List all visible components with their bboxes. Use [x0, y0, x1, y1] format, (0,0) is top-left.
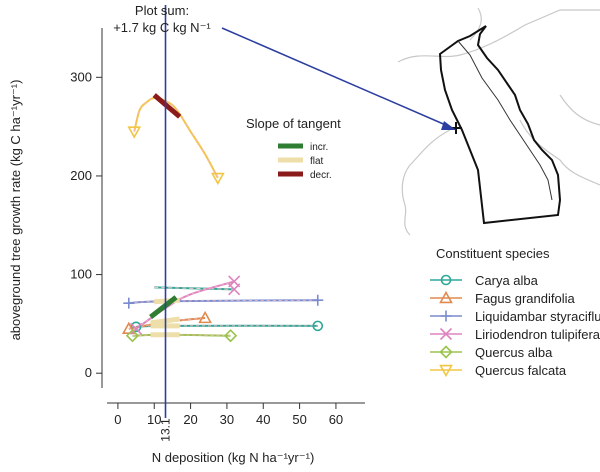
legend-marker-quercus-alba	[439, 345, 453, 359]
marker-start-liquidambar-styraciflua	[123, 297, 135, 309]
legend-marker-liriodendron-tulipifera	[439, 327, 453, 341]
y-axis-label: aboveground tree growth rate (kg C ha⁻¹y…	[8, 80, 23, 341]
curve-dash-quercus-alba	[132, 334, 231, 337]
slope-legend-title: Slope of tangent	[246, 116, 341, 131]
x-tick-label: 60	[329, 412, 343, 427]
map-coast-background	[397, 7, 600, 236]
marker-end-carya-alba	[312, 320, 324, 332]
y-tick-label: 200	[70, 168, 92, 183]
x-tick-label: 20	[183, 412, 197, 427]
legend-marker-carya-alba	[440, 274, 452, 286]
n-deposition-marker-label: 13.1	[159, 418, 173, 442]
marker-start-quercus-falcata	[127, 126, 142, 139]
species-legend-title: Constituent species	[436, 246, 550, 261]
x-tick-label: 0	[114, 412, 121, 427]
plot-sum-annotation-line2: +1.7 kg C kg N⁻¹	[113, 20, 211, 35]
x-tick-label: 50	[292, 412, 306, 427]
marker-end-quercus-alba	[223, 329, 238, 343]
legend-label-carya-alba: Carya alba	[475, 273, 539, 288]
tangent-quercus-falcata	[152, 93, 182, 119]
legend-label-liquidambar-styraciflua: Liquidambar styraciflua	[475, 309, 600, 324]
legend-marker-fagus-grandifolia	[439, 290, 453, 304]
y-tick-label: 0	[85, 365, 92, 380]
tangent-liriodendron-tulipifera	[149, 295, 178, 319]
legend-marker-quercus-falcata	[439, 364, 453, 378]
y-tick-label: 100	[70, 267, 92, 282]
slope-legend-label: decr.	[310, 170, 332, 181]
map-inner-boundary	[457, 40, 553, 201]
slope-legend-label: incr.	[310, 142, 328, 153]
x-tick-label: 10	[147, 412, 161, 427]
legend-label-quercus-falcata: Quercus falcata	[475, 363, 567, 378]
axes: 0 10 20 30 40 50 60 0 100 200 300	[70, 28, 365, 427]
plot-sum-annotation-line1: Plot sum:	[135, 3, 189, 18]
map-state-outline	[438, 25, 562, 225]
legend-label-quercus-alba: Quercus alba	[475, 345, 553, 360]
annotation-arrowhead	[441, 121, 456, 130]
slope-legend: Slope of tangent incr. flat decr.	[246, 116, 341, 181]
annotation-arrow	[221, 27, 449, 127]
species-legend: Constituent species Carya alba Fagus gran…	[430, 246, 600, 378]
extra-curve	[154, 286, 235, 291]
marker-end-liquidambar-styraciflua	[312, 294, 324, 306]
slope-legend-label: flat	[310, 156, 324, 167]
legend-label-fagus-grandifolia: Fagus grandifolia	[475, 291, 575, 306]
marker-end-fagus-grandifolia	[198, 310, 212, 324]
curve-dash-quercus-falcata	[133, 97, 219, 179]
x-tick-label: 40	[256, 412, 270, 427]
y-tick-label: 300	[70, 69, 92, 84]
curve-quercus-falcata	[133, 97, 219, 179]
marker-end-liriodendron-tulipifera	[228, 275, 241, 288]
marker-start-quercus-alba	[125, 329, 140, 343]
legend-marker-liquidambar-styraciflua	[440, 310, 452, 322]
marker-start-liriodendron-tulipifera	[130, 322, 143, 335]
x-tick-label: 30	[220, 412, 234, 427]
marker-end-quercus-falcata	[210, 172, 225, 186]
legend-label-liriodendron-tulipifera: Liriodendron tulipifera	[475, 327, 600, 342]
x-axis-label: N deposition (kg N ha⁻¹yr⁻¹)	[152, 450, 315, 465]
map-inset	[397, 7, 600, 236]
